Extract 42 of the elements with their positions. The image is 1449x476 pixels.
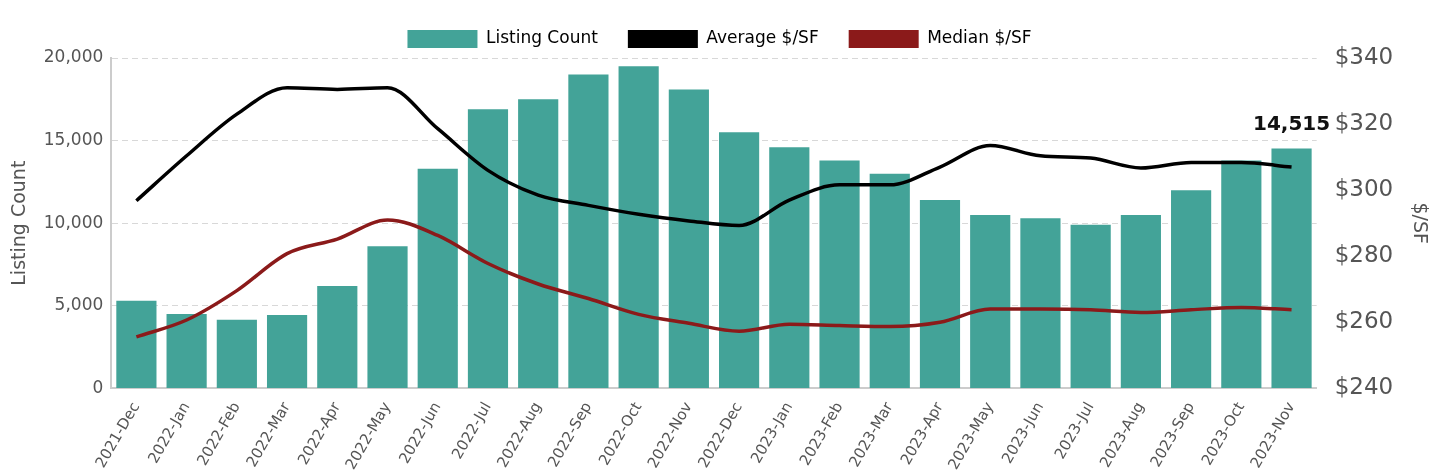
bar xyxy=(1120,214,1161,388)
bar xyxy=(970,214,1011,388)
y2-tick-label: $300 xyxy=(1334,175,1394,202)
y-axis-title: Listing Count xyxy=(7,160,30,286)
y-tick-label: 0 xyxy=(92,376,104,397)
bar xyxy=(1070,224,1111,388)
bar xyxy=(1271,148,1312,388)
bar xyxy=(467,109,509,388)
data-label: 14,515 xyxy=(1252,110,1331,135)
y2-tick-label: $260 xyxy=(1334,307,1394,334)
legend-label: Median $/SF xyxy=(927,27,1032,48)
bar xyxy=(618,66,659,388)
bar xyxy=(518,99,559,388)
bar xyxy=(166,314,207,388)
y2-axis-title: $/SF xyxy=(1409,202,1432,244)
bar xyxy=(216,319,257,388)
y-tick-label: 20,000 xyxy=(43,46,104,67)
bar xyxy=(367,246,408,388)
legend-label: Listing Count xyxy=(485,27,599,48)
y2-tick-label: $320 xyxy=(1334,109,1394,136)
bar xyxy=(1171,190,1212,388)
bar xyxy=(769,147,810,388)
bar xyxy=(116,300,157,388)
bar xyxy=(1020,218,1061,388)
bar xyxy=(819,160,860,388)
bar xyxy=(417,168,458,388)
bar xyxy=(668,89,709,388)
y-tick-label: 5,000 xyxy=(54,294,104,315)
y-tick-label: 10,000 xyxy=(43,211,104,232)
bar xyxy=(568,74,609,388)
y2-tick-label: $340 xyxy=(1334,42,1394,69)
bar xyxy=(719,132,760,388)
bar xyxy=(266,314,308,388)
bar xyxy=(919,200,961,388)
legend-label: Average $/SF xyxy=(706,27,819,48)
bar xyxy=(317,285,358,388)
y2-tick-label: $280 xyxy=(1334,241,1394,268)
y2-tick-label: $240 xyxy=(1334,373,1394,400)
y-tick-label: 15,000 xyxy=(43,129,104,150)
line-series xyxy=(134,218,1294,339)
bar xyxy=(1221,160,1262,388)
bar xyxy=(869,173,910,388)
